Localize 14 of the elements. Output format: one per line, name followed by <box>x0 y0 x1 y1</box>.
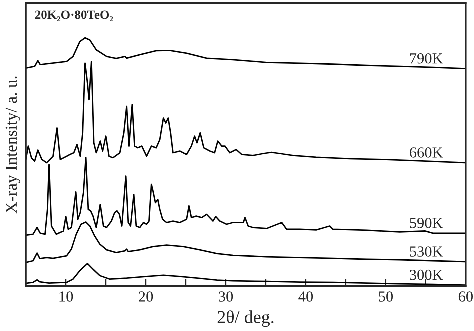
series-label: 590K <box>410 218 444 228</box>
x-tick-label: 40 <box>298 292 314 302</box>
series-label: 530K <box>410 246 444 257</box>
x-tick-label: 20 <box>139 292 154 302</box>
x-tick-label: 10 <box>60 292 74 302</box>
series-label: 660K <box>410 148 444 158</box>
x-axis-title: 2θ/ deg. <box>218 310 274 328</box>
x-tick-label: 60 <box>458 292 473 302</box>
y-axis-title: X-ray Intensity/ a. u. <box>6 76 21 214</box>
x-tick-label: 50 <box>379 292 394 302</box>
chart-title: 20K₂O·80TeO₂ <box>35 10 114 22</box>
series-label: 300K <box>410 270 444 280</box>
series-label: 790K <box>410 53 444 64</box>
x-tick-label: 30 <box>219 292 234 302</box>
